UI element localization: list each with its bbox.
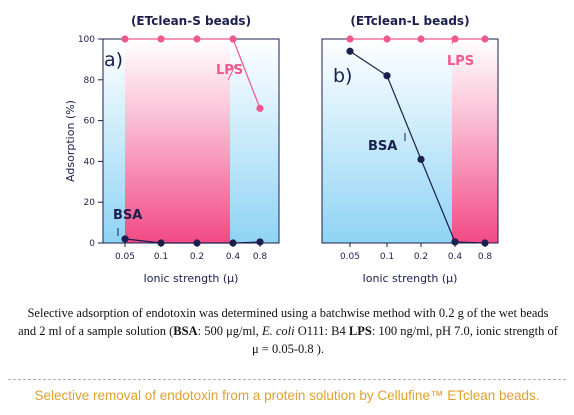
x-axis-label: Ionic strength (μ) xyxy=(363,272,458,285)
caption-species: E. coli xyxy=(261,324,295,338)
panel-letter: b) xyxy=(333,65,352,87)
series-label-bsa: BSA xyxy=(113,208,142,223)
data-point-bsa xyxy=(346,47,354,55)
series-label-lps: LPS xyxy=(447,54,474,69)
data-point-bsa xyxy=(229,239,237,247)
data-point-bsa xyxy=(256,238,264,246)
background-band xyxy=(350,39,452,243)
caption-bsa-label: BSA xyxy=(173,324,198,338)
x-tick-label: 0.8 xyxy=(253,252,268,262)
figure: (ETclean-S beads) a) 0 20 40 60 80 100 0.05 0.1 0.… xyxy=(64,14,499,285)
caption-text-2: : 500 μg/ml, xyxy=(197,324,262,338)
panel-title: (ETclean-S beads) xyxy=(131,14,251,28)
background-band xyxy=(452,39,498,243)
caption-text-1: Selective adsorption of endotoxin was de… xyxy=(18,306,549,338)
data-point-bsa xyxy=(193,239,201,247)
data-point-lps xyxy=(157,35,165,43)
y-tick-label: 20 xyxy=(84,198,96,208)
x-tick-label: 0.2 xyxy=(190,252,204,262)
data-point-lps xyxy=(346,35,354,43)
x-tick-label: 0.8 xyxy=(478,252,493,262)
caption-lps-label: LPS xyxy=(348,324,372,338)
x-tick-label: 0.05 xyxy=(115,252,135,262)
caption-text-4: : 100 ng/ml, pH 7.0, ionic strength of μ… xyxy=(251,324,558,356)
y-tick-label: 100 xyxy=(78,35,95,45)
data-point-bsa xyxy=(157,239,165,247)
footer-text: Selective removal of endotoxin from a pr… xyxy=(34,388,540,403)
chart-panel-etclean-l: (ETclean-L beads) b) 0.05 0.1 0.2 0.4 0.8 Ionic… xyxy=(321,14,499,285)
series-label-lps: LPS xyxy=(216,63,243,78)
data-point-bsa xyxy=(121,235,129,243)
x-tick-label: 0.1 xyxy=(154,252,168,262)
data-point-lps xyxy=(121,35,129,43)
chart-panel-etclean-s: (ETclean-S beads) a) 0 20 40 60 80 100 0.05 0.1 0.… xyxy=(64,14,280,285)
data-point-lps xyxy=(256,104,264,112)
background-band xyxy=(230,39,279,243)
data-point-bsa xyxy=(451,238,459,246)
data-point-lps xyxy=(481,35,489,43)
figure-caption: Selective adsorption of endotoxin was de… xyxy=(18,304,558,358)
y-tick-label: 60 xyxy=(84,117,96,127)
x-tick-label: 0.05 xyxy=(340,252,360,262)
panel-letter: a) xyxy=(104,49,123,71)
x-axis-label: Ionic strength (μ) xyxy=(144,272,239,285)
background-band xyxy=(322,39,350,243)
y-tick-label: 40 xyxy=(84,157,96,167)
caption-text-3: O111: B4 xyxy=(294,324,349,338)
x-tick-label: 0.4 xyxy=(226,252,241,262)
background-band xyxy=(103,39,125,243)
series-label-bsa: BSA xyxy=(368,139,397,154)
divider xyxy=(8,379,566,380)
x-tick-label: 0.1 xyxy=(380,252,394,262)
y-axis-label: Adsorption (%) xyxy=(64,100,77,182)
panel-title: (ETclean-L beads) xyxy=(350,14,469,28)
data-point-bsa xyxy=(417,155,425,163)
data-point-lps xyxy=(383,35,391,43)
data-point-bsa xyxy=(481,239,489,247)
x-tick-label: 0.4 xyxy=(448,252,463,262)
y-tick-label: 80 xyxy=(84,76,96,86)
y-tick-label: 0 xyxy=(89,239,95,249)
data-point-lps xyxy=(193,35,201,43)
data-point-lps xyxy=(229,35,237,43)
series-label-leader xyxy=(451,35,455,45)
data-point-bsa xyxy=(383,72,391,80)
data-point-lps xyxy=(417,35,425,43)
x-tick-label: 0.2 xyxy=(414,252,428,262)
background-band xyxy=(125,39,230,243)
series-label-leader xyxy=(227,63,237,81)
